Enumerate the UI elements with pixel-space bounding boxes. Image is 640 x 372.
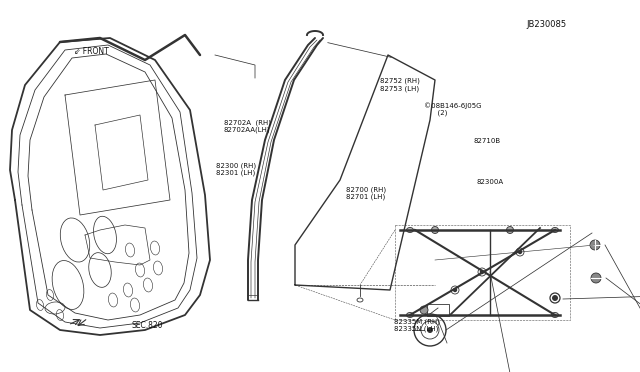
- Circle shape: [427, 327, 433, 333]
- Text: ©08B146-6J05G
      (2): ©08B146-6J05G (2): [424, 102, 481, 116]
- Text: JB230085: JB230085: [526, 20, 566, 29]
- Text: 82300A: 82300A: [477, 179, 504, 185]
- Circle shape: [454, 289, 456, 292]
- Circle shape: [481, 270, 483, 273]
- Text: 82752 (RH)
82753 (LH): 82752 (RH) 82753 (LH): [380, 78, 420, 92]
- Text: ⇙ FRONT: ⇙ FRONT: [74, 47, 108, 56]
- Circle shape: [431, 227, 438, 234]
- Circle shape: [590, 240, 600, 250]
- Text: 82300 (RH)
82301 (LH): 82300 (RH) 82301 (LH): [216, 162, 257, 176]
- Text: 82700 (RH)
82701 (LH): 82700 (RH) 82701 (LH): [346, 186, 386, 201]
- Circle shape: [506, 227, 513, 234]
- Ellipse shape: [552, 228, 559, 232]
- Text: SEC.820: SEC.820: [131, 321, 163, 330]
- Ellipse shape: [406, 228, 413, 232]
- Text: 82710B: 82710B: [474, 138, 500, 144]
- Circle shape: [591, 273, 601, 283]
- Circle shape: [420, 306, 428, 314]
- Ellipse shape: [552, 312, 559, 317]
- Ellipse shape: [406, 312, 413, 317]
- Circle shape: [518, 250, 522, 253]
- Circle shape: [552, 295, 558, 301]
- Text: 82702A  (RH)
82702AA(LH): 82702A (RH) 82702AA(LH): [224, 119, 271, 134]
- Text: 82335M (RH)
82335N (LH): 82335M (RH) 82335N (LH): [394, 318, 440, 333]
